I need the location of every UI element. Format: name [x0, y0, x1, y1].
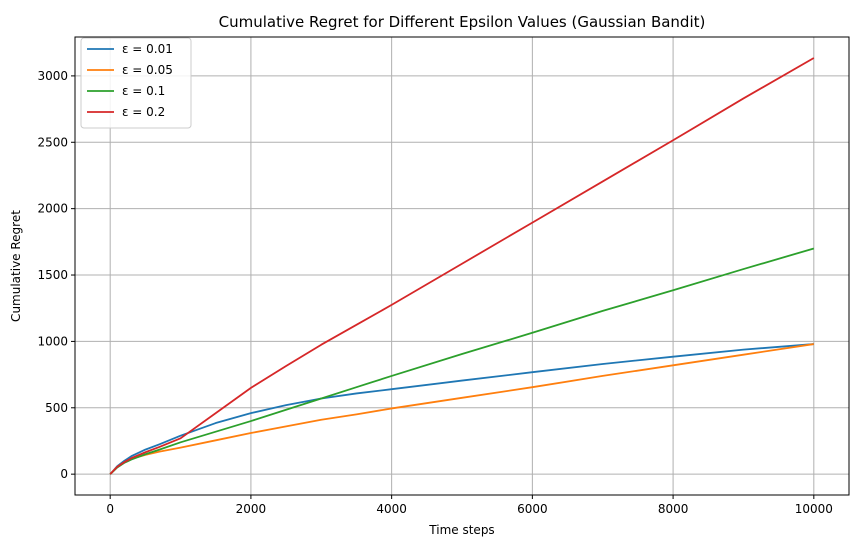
y-tick-label: 1500	[37, 268, 68, 282]
y-axis-label: Cumulative Regret	[9, 210, 23, 322]
y-tick-label: 0	[60, 467, 68, 481]
y-tick-label: 2500	[37, 135, 68, 149]
x-tick-label: 8000	[658, 502, 689, 516]
x-tick-label: 4000	[376, 502, 407, 516]
grid	[75, 37, 849, 495]
legend: ε = 0.01 ε = 0.05 ε = 0.1 ε = 0.2	[80, 37, 192, 129]
ticks: 0 2000 4000 6000 8000 10000 0 500 1000 1500 2000 25…	[37, 69, 832, 516]
x-tick-label: 10000	[795, 502, 833, 516]
y-tick-label: 500	[45, 401, 68, 415]
series-line-2	[109, 247, 815, 475]
series-layer	[109, 57, 815, 475]
legend-box	[80, 37, 192, 129]
x-axis-label: Time steps	[428, 523, 494, 537]
legend-label-2: ε = 0.1	[122, 84, 165, 98]
series-line-0	[109, 343, 814, 475]
y-tick-label: 3000	[37, 69, 68, 83]
legend-label-3: ε = 0.2	[122, 105, 165, 119]
y-tick-label: 2000	[37, 202, 68, 216]
series-line-1	[109, 343, 814, 475]
x-tick-label: 2000	[236, 502, 267, 516]
x-tick-label: 6000	[517, 502, 548, 516]
legend-label-1: ε = 0.05	[122, 63, 173, 77]
x-tick-label: 0	[106, 502, 114, 516]
chart-title: Cumulative Regret for Different Epsilon …	[219, 13, 706, 31]
legend-label-0: ε = 0.01	[122, 42, 173, 56]
series-line-3	[109, 57, 815, 475]
y-tick-label: 1000	[37, 334, 68, 348]
plot-frame	[74, 36, 850, 496]
